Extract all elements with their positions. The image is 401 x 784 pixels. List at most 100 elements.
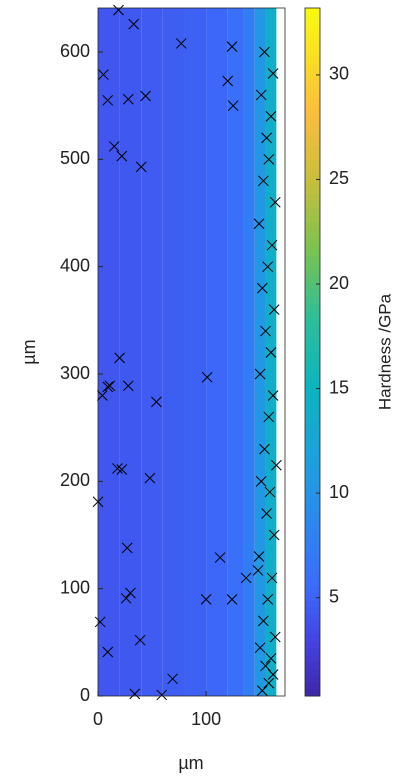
marker — [94, 616, 106, 628]
x-axis-label: µm — [178, 753, 203, 773]
y-axis-label: µm — [19, 339, 39, 364]
colorbar-band — [305, 379, 320, 387]
y-tick-label: 200 — [60, 470, 90, 490]
colorbar-band — [305, 592, 320, 601]
marker — [116, 150, 128, 162]
marker — [267, 390, 279, 401]
colorbar-band — [305, 56, 320, 64]
marker — [265, 347, 277, 358]
marker — [270, 459, 282, 471]
marker — [102, 94, 114, 106]
colorbar-band — [305, 579, 320, 587]
marker — [258, 175, 269, 187]
marker — [256, 282, 268, 294]
marker — [114, 352, 125, 364]
colorbar-band — [305, 290, 320, 298]
marker — [268, 304, 280, 315]
colorbar-band — [305, 393, 320, 401]
marker — [255, 89, 267, 101]
colorbar-band — [305, 647, 320, 656]
x-tick-label: 0 — [93, 709, 103, 729]
marker — [263, 677, 275, 689]
marker — [254, 642, 266, 654]
marker — [112, 463, 123, 474]
marker — [254, 368, 266, 380]
plot-frame — [97, 7, 286, 697]
heat-cell — [141, 8, 163, 696]
marker — [268, 529, 280, 541]
colorbar-band — [305, 111, 320, 119]
marker — [252, 565, 264, 576]
colorbar-band — [305, 317, 320, 325]
colorbar-band — [305, 49, 320, 57]
colorbar-band — [305, 186, 320, 195]
marker — [253, 551, 265, 562]
colorbar-band — [305, 640, 320, 649]
colorbar-band — [305, 145, 320, 153]
colorbar-label: Hardness /GPa — [375, 293, 394, 410]
marker — [120, 592, 132, 604]
colorbar-band — [305, 180, 320, 188]
colorbar-tick-label: 25 — [329, 168, 349, 188]
colorbar-band — [305, 131, 320, 140]
colorbar-band — [305, 551, 320, 559]
marker — [258, 615, 269, 627]
colorbar-band — [305, 310, 320, 319]
colorbar-band — [305, 255, 320, 264]
marker — [240, 572, 252, 584]
marker — [264, 486, 276, 498]
colorbar-band — [305, 503, 320, 511]
marker — [140, 90, 151, 102]
colorbar-band — [305, 599, 320, 608]
marker — [262, 594, 274, 605]
colorbar-tick-label: 20 — [329, 273, 349, 293]
colorbar-band — [305, 124, 320, 133]
marker — [267, 68, 279, 79]
colorbar-band — [305, 530, 320, 539]
colorbar-band — [305, 28, 320, 37]
colorbar-band — [305, 35, 320, 43]
colorbar-band — [305, 613, 320, 621]
colorbar-band — [305, 200, 320, 209]
colorbar-band — [305, 627, 320, 635]
marker — [259, 46, 270, 58]
colorbar-band — [305, 138, 320, 147]
marker — [108, 141, 120, 152]
colorbar-band — [305, 448, 320, 456]
marker — [255, 475, 267, 487]
marker — [263, 411, 275, 423]
colorbar-band — [305, 241, 320, 250]
heat-cell — [206, 8, 228, 696]
colorbar-band — [305, 400, 320, 408]
marker — [116, 464, 128, 475]
colorbar-band — [305, 97, 320, 105]
colorbar-band — [305, 475, 320, 484]
colorbar-band — [305, 517, 320, 525]
marker — [156, 689, 168, 701]
colorbar-band — [305, 606, 320, 614]
heat-cell — [243, 8, 255, 696]
marker — [214, 552, 226, 563]
marker — [98, 69, 109, 80]
colorbar-band — [305, 262, 320, 270]
colorbar-band — [305, 324, 320, 332]
colorbar-band — [305, 283, 320, 291]
colorbar-band — [305, 118, 320, 126]
colorbar-band — [305, 42, 320, 50]
y-tick-label: 400 — [60, 255, 90, 275]
colorbar-band — [305, 338, 320, 346]
colorbar-tick-label: 5 — [329, 586, 339, 606]
marker — [222, 75, 234, 87]
heat-cell — [119, 8, 142, 696]
marker — [226, 41, 238, 52]
colorbar-frame — [304, 7, 321, 697]
colorbar-band — [305, 214, 320, 222]
heat-cell — [98, 8, 120, 696]
marker — [135, 161, 147, 173]
marker — [201, 371, 213, 383]
colorbar-band — [305, 296, 320, 305]
marker — [175, 38, 187, 49]
marker — [262, 261, 274, 273]
marker — [259, 443, 270, 455]
colorbar-band — [305, 537, 320, 546]
